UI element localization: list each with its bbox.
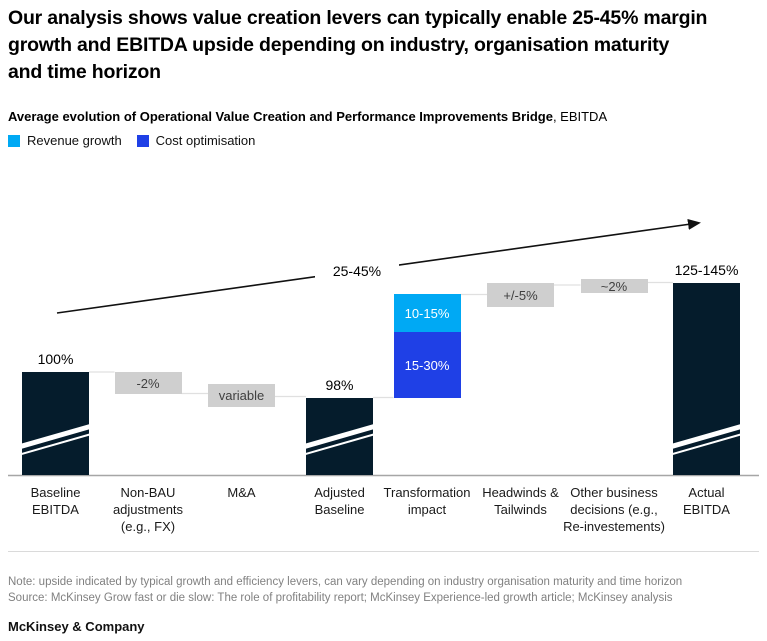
- bar-value-label: 125-145%: [674, 262, 739, 278]
- page-title: Our analysis shows value creation levers…: [8, 7, 708, 83]
- bar-segment: variable: [208, 384, 275, 407]
- category-label: Non-BAU adjustments (e.g., FX): [112, 485, 184, 534]
- bar-segment-label: -2%: [136, 375, 160, 391]
- cost-optimisation-swatch-icon: [136, 134, 149, 147]
- bar-segment-label: ~2%: [600, 278, 628, 294]
- bar-value-label: 100%: [37, 351, 74, 367]
- category-label: Actual EBITDA: [683, 485, 730, 517]
- category-label: Adjusted Baseline: [314, 485, 365, 517]
- category-label: Transformation impact: [383, 485, 471, 517]
- bar-segment-label: 10-15%: [404, 305, 450, 321]
- bar-segment: ~2%: [580, 278, 648, 294]
- revenue-growth-swatch-icon: [8, 134, 20, 147]
- bar-value-label: 98%: [325, 377, 354, 393]
- bar-segment: +/-5%: [487, 283, 554, 307]
- source-text: Source: McKinsey Grow fast or die slow: …: [8, 592, 673, 604]
- mckinsey-brand: McKinsey & Company: [8, 619, 145, 634]
- note-text: Note: upside indicated by typical growth…: [8, 576, 683, 588]
- bar-segment-label: variable: [218, 388, 265, 403]
- chart-subtitle-bold: Average evolution of Operational Value C…: [8, 109, 553, 124]
- footnote-divider: [8, 551, 759, 552]
- legend-label: Revenue growth: [27, 133, 122, 148]
- bar-segment-label: +/-5%: [503, 287, 538, 303]
- category-label: M&A: [227, 485, 256, 500]
- bar-segment: 15-30%: [393, 332, 461, 398]
- chart-subtitle: Average evolution of Operational Value C…: [8, 109, 607, 124]
- bar-segment: [22, 372, 89, 475]
- category-label: Other business decisions (e.g., Re-inves…: [563, 485, 665, 534]
- category-label: Headwinds & Tailwinds: [482, 485, 559, 517]
- arrow-range-label: 25-45%: [315, 262, 399, 281]
- category-label: Baseline EBITDA: [30, 485, 81, 517]
- legend-item-revenue-growth: Revenue growth: [8, 133, 122, 148]
- chart-subtitle-unit: , EBITDA: [552, 109, 608, 124]
- bar-segment-label: 15-30%: [404, 357, 450, 373]
- bar-segment: -2%: [114, 372, 182, 394]
- legend: Revenue growth Cost optimisation: [8, 133, 255, 148]
- legend-label: Cost optimisation: [155, 133, 256, 148]
- legend-item-cost-optimisation: Cost optimisation: [136, 133, 256, 148]
- bar-segment: 10-15%: [393, 294, 461, 332]
